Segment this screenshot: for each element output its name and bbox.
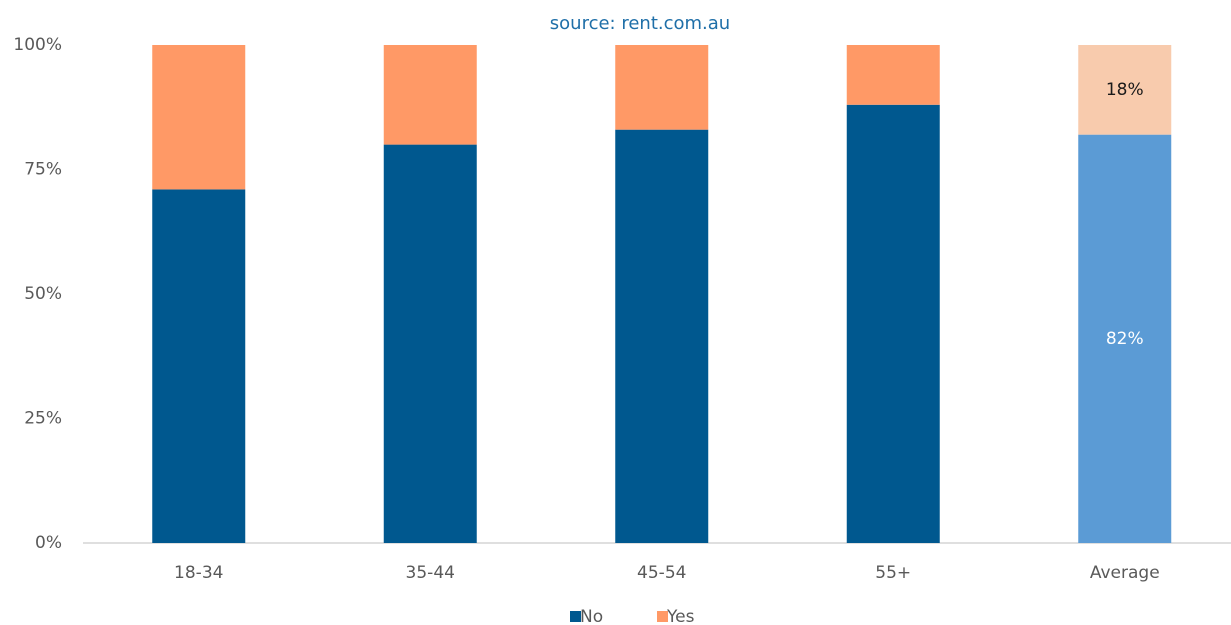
x-tick-label: 55+ xyxy=(875,563,911,583)
x-tick-label: 35-44 xyxy=(406,563,455,583)
y-tick-label: 25% xyxy=(24,409,62,429)
bar-segment xyxy=(383,45,477,145)
y-tick-label: 50% xyxy=(24,284,62,304)
bar-segment xyxy=(152,189,246,544)
x-tick-label: 45-54 xyxy=(637,563,686,583)
y-tick-label: 100% xyxy=(13,35,62,55)
value-label: 18% xyxy=(1106,80,1144,100)
x-tick-label: Average xyxy=(1090,563,1160,583)
legend-swatch xyxy=(657,611,668,622)
bar-segment xyxy=(615,45,709,130)
value-label: 82% xyxy=(1106,329,1144,349)
bar-segment xyxy=(615,129,709,543)
x-tick-label: 18-34 xyxy=(174,563,223,583)
bar-segment xyxy=(846,45,940,105)
bar-segment xyxy=(846,104,940,543)
bar-segment xyxy=(1078,45,1172,135)
bar-segment xyxy=(152,45,246,190)
legend-label: No xyxy=(580,607,603,625)
y-tick-label: 75% xyxy=(24,160,62,180)
chart-subtitle: source: rent.com.au xyxy=(550,13,730,34)
y-tick-label: 0% xyxy=(35,533,62,553)
legend-swatch xyxy=(570,611,581,622)
bar-segment xyxy=(1078,134,1172,543)
bar-segment xyxy=(383,144,477,543)
legend-label: Yes xyxy=(666,607,695,625)
